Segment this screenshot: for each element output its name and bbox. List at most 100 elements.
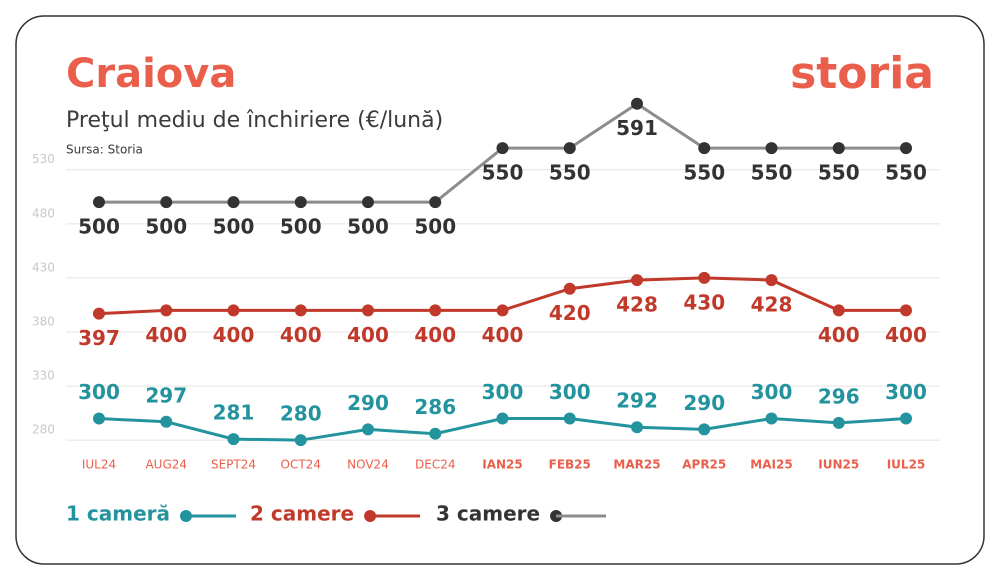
x-tick-label: NOV24 bbox=[347, 458, 389, 472]
value-label: 300 bbox=[549, 380, 591, 404]
legend-label: 1 cameră bbox=[66, 502, 170, 526]
value-label: 550 bbox=[818, 161, 860, 185]
point bbox=[362, 196, 374, 209]
chart-title: Craiova bbox=[66, 51, 236, 97]
point bbox=[698, 423, 711, 436]
point bbox=[294, 304, 307, 317]
value-label: 550 bbox=[885, 161, 927, 185]
point bbox=[832, 304, 845, 317]
value-label: 300 bbox=[78, 380, 120, 404]
value-label: 281 bbox=[213, 401, 255, 425]
point bbox=[832, 142, 845, 155]
point bbox=[227, 433, 240, 446]
point bbox=[631, 274, 643, 287]
value-label: 500 bbox=[78, 215, 120, 239]
value-label: 400 bbox=[885, 323, 927, 347]
point bbox=[227, 196, 240, 209]
value-label: 397 bbox=[78, 326, 120, 350]
logo: storia bbox=[790, 48, 934, 99]
point bbox=[362, 423, 374, 436]
value-label: 500 bbox=[145, 215, 187, 239]
value-label: 591 bbox=[616, 116, 658, 140]
x-tick-label: FEB25 bbox=[549, 458, 591, 472]
x-tick-label: IUL24 bbox=[82, 458, 116, 472]
point bbox=[362, 304, 374, 317]
value-label: 280 bbox=[280, 402, 322, 426]
point bbox=[563, 142, 576, 155]
value-label: 286 bbox=[414, 395, 456, 419]
point bbox=[160, 196, 173, 209]
value-label: 400 bbox=[482, 323, 524, 347]
value-label: 292 bbox=[616, 389, 658, 413]
point bbox=[563, 412, 576, 425]
value-label: 400 bbox=[414, 323, 456, 347]
x-tick-label: IUN25 bbox=[818, 458, 859, 472]
value-label: 550 bbox=[751, 161, 793, 185]
value-label: 420 bbox=[549, 301, 591, 325]
value-label: 400 bbox=[818, 323, 860, 347]
y-tick-label: 330 bbox=[32, 369, 55, 383]
value-label: 290 bbox=[683, 391, 725, 415]
y-tick-label: 380 bbox=[32, 315, 55, 329]
point bbox=[832, 416, 845, 429]
value-label: 300 bbox=[885, 380, 927, 404]
value-label: 428 bbox=[616, 293, 658, 317]
legend-label: 2 camere bbox=[250, 502, 354, 526]
point bbox=[160, 415, 173, 428]
value-label: 500 bbox=[414, 215, 456, 239]
point bbox=[900, 142, 912, 155]
value-label: 550 bbox=[549, 161, 591, 185]
point bbox=[631, 421, 643, 434]
point bbox=[429, 304, 442, 317]
x-tick-label: DEC24 bbox=[415, 458, 455, 472]
value-label: 297 bbox=[145, 383, 187, 407]
value-label: 430 bbox=[683, 290, 725, 314]
source: Sursa: Storia bbox=[66, 143, 143, 157]
point bbox=[765, 412, 778, 425]
point bbox=[294, 196, 307, 209]
value-label: 500 bbox=[347, 215, 389, 239]
point bbox=[93, 196, 105, 209]
x-tick-label: MAR25 bbox=[613, 458, 660, 472]
value-label: 400 bbox=[145, 323, 187, 347]
value-label: 296 bbox=[818, 384, 860, 408]
chart-subtitle: Preţul mediu de închiriere (€/lună) bbox=[66, 108, 443, 133]
value-label: 400 bbox=[213, 323, 255, 347]
point bbox=[900, 412, 912, 425]
x-tick-label: AUG24 bbox=[145, 458, 187, 472]
value-label: 550 bbox=[683, 161, 725, 185]
x-tick-label: MAI25 bbox=[750, 458, 792, 472]
point bbox=[496, 304, 509, 317]
value-label: 290 bbox=[347, 391, 389, 415]
point bbox=[698, 142, 711, 155]
value-label: 300 bbox=[482, 380, 524, 404]
x-tick-label: OCT24 bbox=[281, 458, 321, 472]
point bbox=[631, 97, 643, 110]
y-tick-label: 280 bbox=[32, 423, 55, 437]
point bbox=[698, 271, 711, 284]
point bbox=[429, 427, 442, 440]
legend-label: 3 camere bbox=[436, 502, 540, 526]
point bbox=[765, 274, 778, 287]
value-label: 300 bbox=[751, 380, 793, 404]
value-label: 550 bbox=[482, 161, 524, 185]
value-label: 400 bbox=[280, 323, 322, 347]
y-tick-label: 530 bbox=[32, 152, 55, 166]
point bbox=[496, 142, 509, 155]
point bbox=[227, 304, 240, 317]
point bbox=[93, 412, 105, 425]
point bbox=[294, 434, 307, 447]
point bbox=[93, 307, 105, 320]
x-tick-label: APR25 bbox=[682, 458, 726, 472]
point bbox=[563, 282, 576, 295]
value-label: 500 bbox=[280, 215, 322, 239]
card bbox=[15, 15, 985, 565]
x-tick-label: SEPT24 bbox=[211, 458, 256, 472]
value-label: 500 bbox=[213, 215, 255, 239]
value-label: 400 bbox=[347, 323, 389, 347]
value-label: 428 bbox=[751, 293, 793, 317]
point bbox=[429, 196, 442, 209]
x-tick-label: IAN25 bbox=[482, 458, 523, 472]
point bbox=[496, 412, 509, 425]
